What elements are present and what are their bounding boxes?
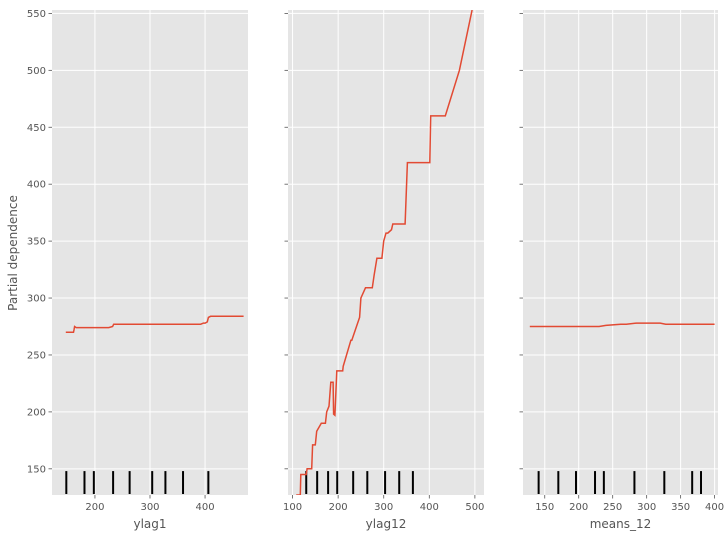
panel-1: 150 200 250 300 350 400 450 500 550 200 300 400 ylag… [27,9,248,531]
x-tick-label: 300 [140,502,159,513]
x-axis-label: means_12 [590,517,652,531]
panel-background [523,10,718,495]
partial-dependence-line [296,10,473,495]
panel-2: 100 200 300 400 500 ylag12 [283,10,484,531]
y-tick-label: 200 [27,407,46,418]
x-tick-label: 200 [569,502,588,513]
x-tick-label: 300 [637,502,656,513]
y-tick-label: 300 [27,294,46,305]
partial-dependence-line [529,322,715,328]
x-tick-label: 200 [329,502,348,513]
y-tick-label: 400 [27,180,46,191]
x-tick-label: 300 [374,502,393,513]
panel-3: 150 200 250 300 350 400 means_12 [519,10,724,531]
y-tick-label: 500 [27,66,46,77]
x-tick-label: 400 [420,502,439,513]
y-axis-label: Partial dependence [6,195,20,311]
x-tick-label: 350 [671,502,690,513]
x-tick-label: 150 [535,502,554,513]
y-tick-label: 450 [27,123,46,134]
x-axis-label: ylag1 [133,517,166,531]
x-tick-label: 400 [196,502,215,513]
x-tick-label: 400 [705,502,724,513]
x-tick-label: 250 [603,502,622,513]
y-tick-label: 150 [27,464,46,475]
y-tick-label: 250 [27,350,46,361]
x-tick-label: 500 [465,502,484,513]
partial-dependence-line [65,315,244,333]
x-tick-label: 200 [85,502,104,513]
x-tick-label: 100 [283,502,302,513]
y-tick-label: 350 [27,237,46,248]
panel-background [288,10,484,495]
x-axis-label: ylag12 [366,517,407,531]
y-tick-label: 550 [27,9,46,20]
